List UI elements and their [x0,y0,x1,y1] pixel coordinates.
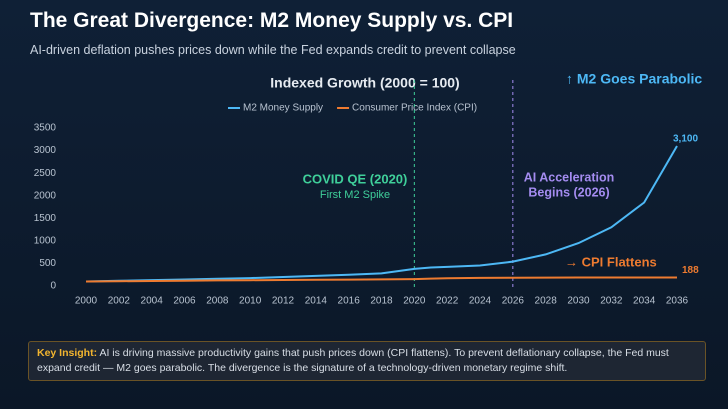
legend-label: Consumer Price Index (CPI) [352,103,477,114]
marker-label: Begins (2026) [528,185,609,199]
marker-label: AI Acceleration [524,170,615,184]
y-tick-label: 3500 [34,123,57,134]
subtitle: AI-driven deflation pushes prices down w… [30,43,516,57]
x-tick-label: 2022 [436,296,459,307]
marker-label: First M2 Spike [320,189,390,201]
y-tick-label: 500 [39,258,56,269]
x-tick-label: 2004 [141,296,164,307]
x-tick-label: 2012 [272,296,295,307]
y-tick-label: 3000 [34,145,57,156]
x-tick-label: 2008 [206,296,229,307]
y-tick-label: 1500 [34,213,57,224]
x-tick-label: 2034 [633,296,656,307]
x-tick-label: 2024 [469,296,492,307]
title: The Great Divergence: M2 Money Supply vs… [30,9,514,32]
chart-title: Indexed Growth (2000 = 100) [270,75,459,91]
legend-label: M2 Money Supply [243,103,323,114]
series-line [85,145,678,283]
x-tick-label: 2030 [567,296,590,307]
y-tick-label: 1000 [34,235,57,246]
x-tick-label: 2002 [108,296,131,307]
x-tick-label: 2020 [403,296,426,307]
y-tick-label: 2000 [34,190,57,201]
insight-text: AI is driving massive productivity gains… [37,347,669,374]
y-tick-label: 0 [50,281,56,292]
annotation: → CPI Flattens [565,254,657,269]
marker-label: COVID QE (2020) [303,171,408,186]
y-tick-label: 2500 [34,168,57,179]
insight-box: Key Insight: AI is driving massive produ… [28,341,706,381]
value-label: 188 [682,265,699,276]
annotation: ↑ M2 Goes Parabolic [566,71,702,87]
series-line [85,276,677,283]
x-tick-label: 2032 [600,296,623,307]
x-tick-label: 2036 [666,296,689,307]
x-tick-label: 2016 [338,296,361,307]
x-tick-label: 2026 [502,296,525,307]
x-tick-label: 2000 [75,296,98,307]
value-label: 3,100 [673,134,698,145]
x-tick-label: 2028 [535,296,558,307]
x-tick-label: 2010 [239,296,262,307]
insight-label: Key Insight: [37,347,98,359]
x-tick-label: 2018 [370,296,393,307]
x-tick-label: 2006 [173,296,196,307]
x-tick-label: 2014 [305,296,328,307]
